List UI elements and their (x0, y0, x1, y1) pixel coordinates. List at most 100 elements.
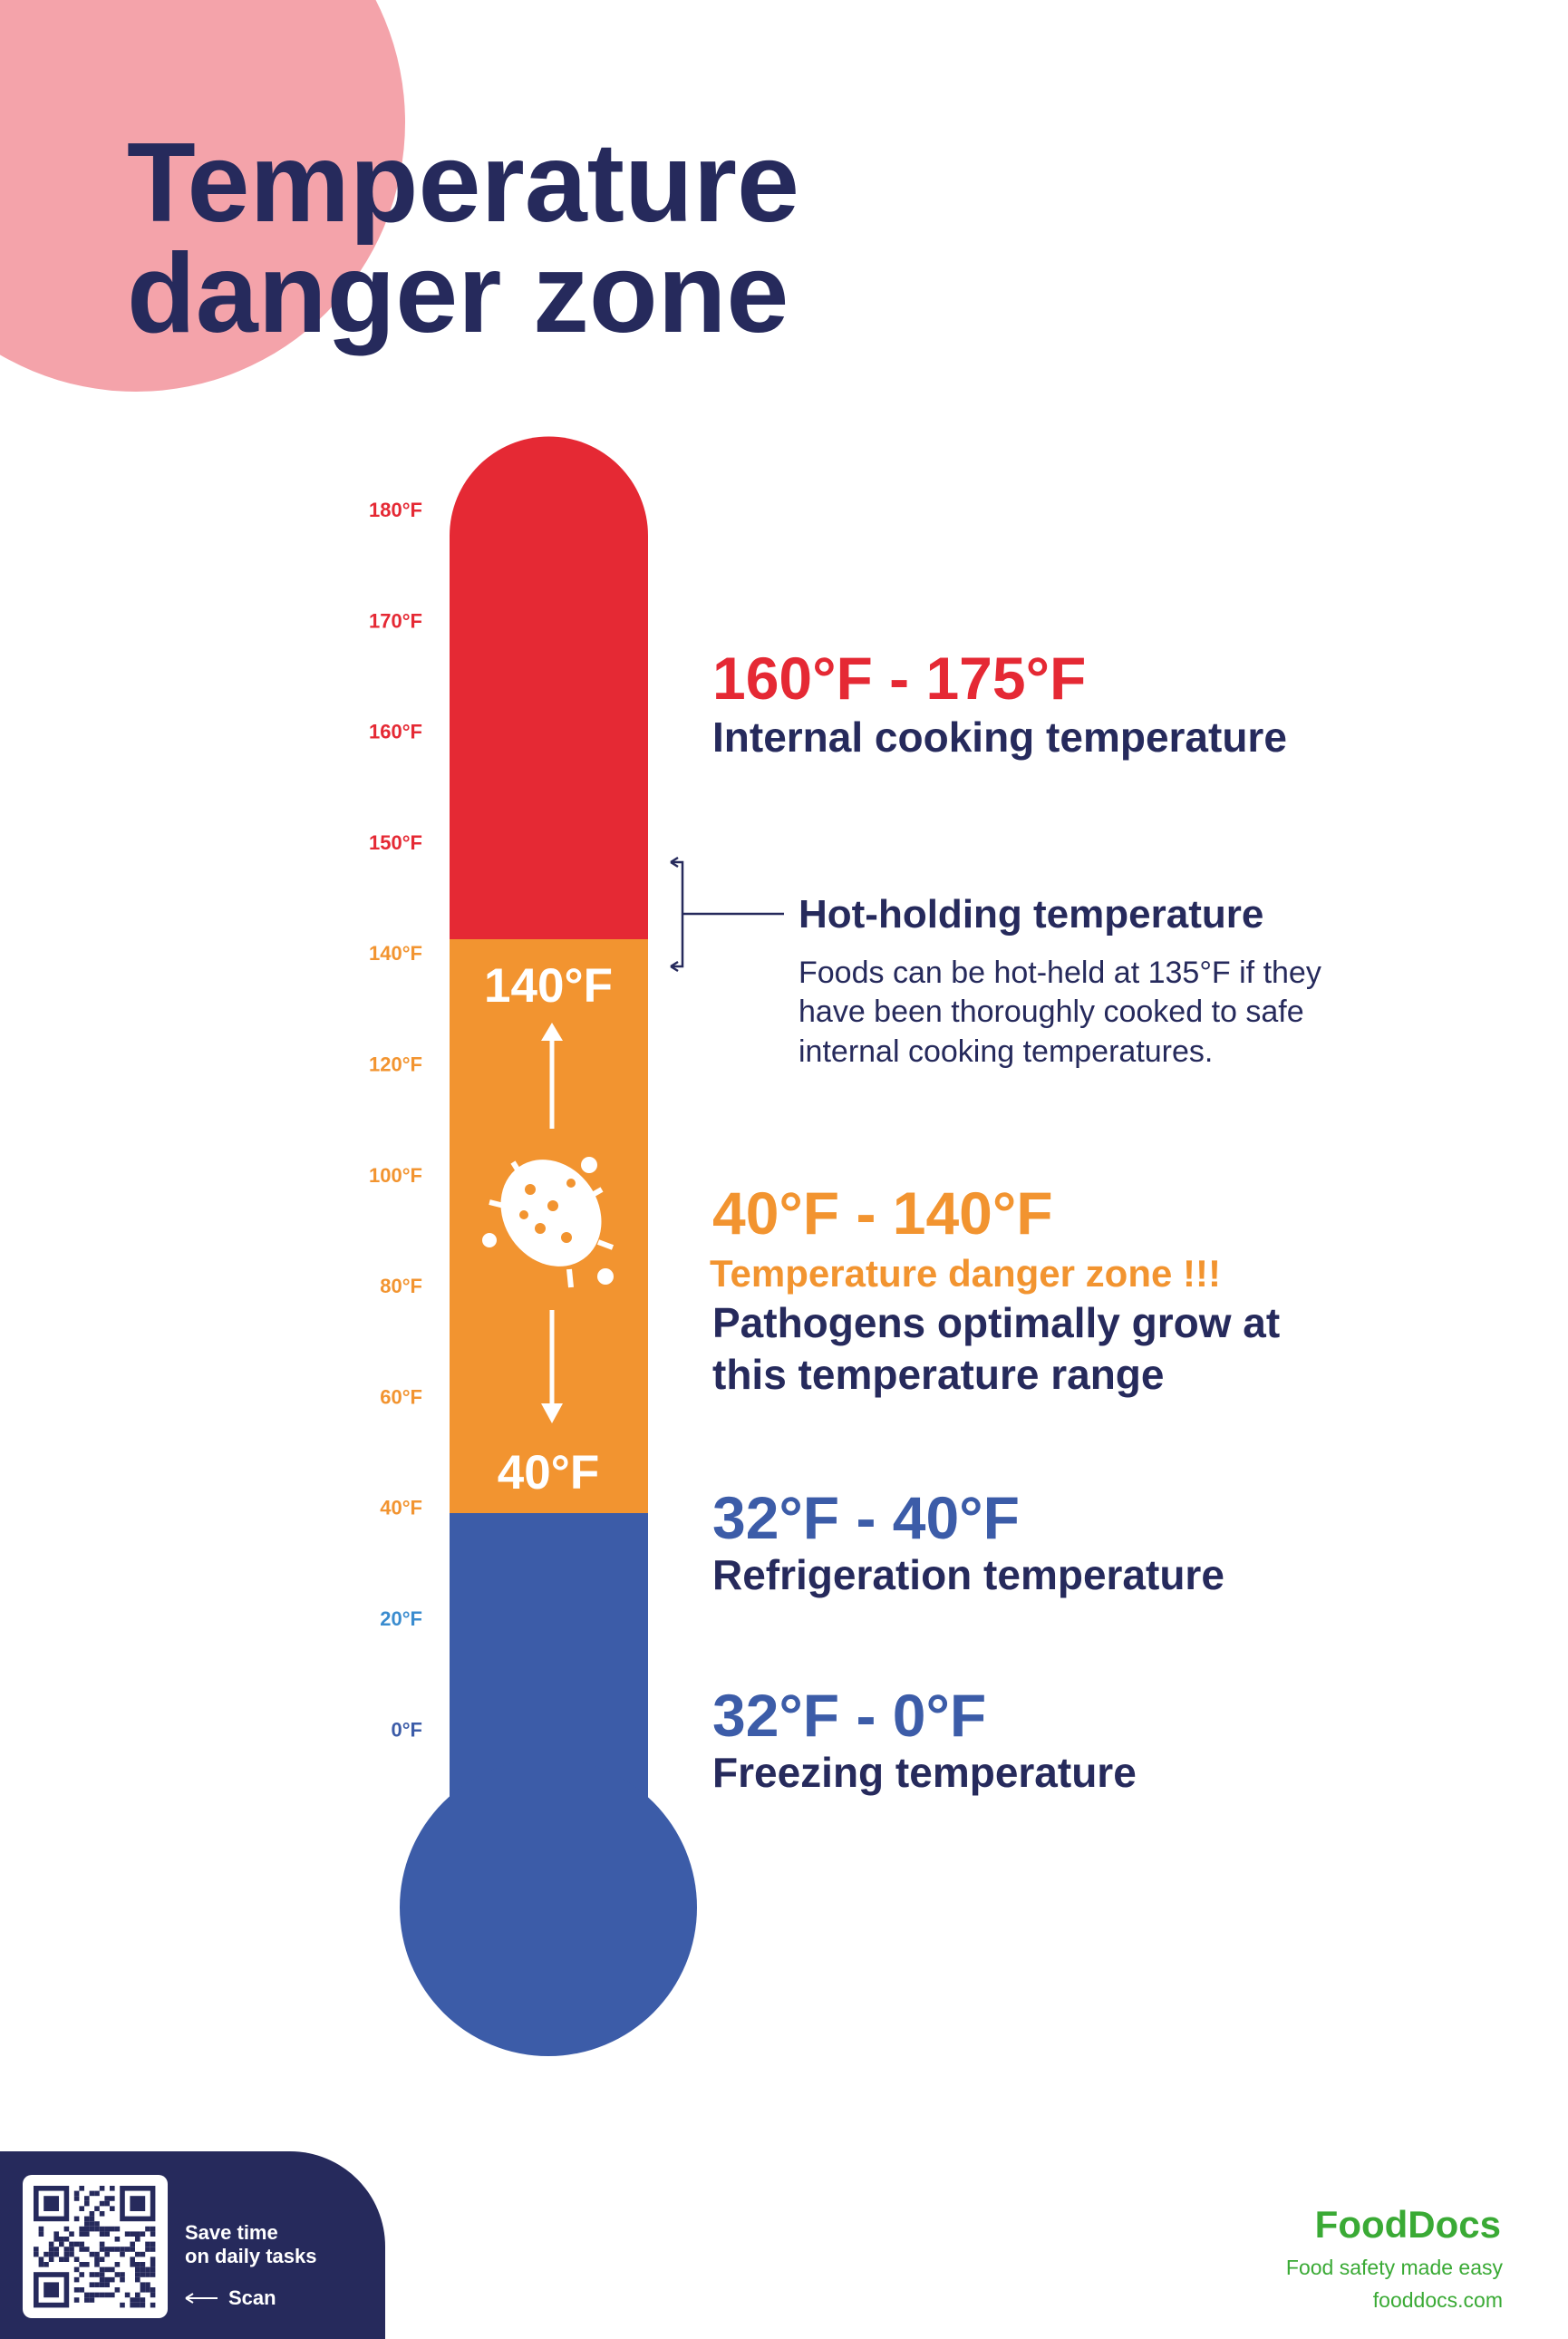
qr-cell (34, 2247, 39, 2252)
qr-cell (145, 2282, 150, 2287)
qr-cell (150, 2257, 156, 2262)
bug-spots (519, 1179, 576, 1243)
scale: 180°F 170°F 160°F 150°F 140°F 120°F 100°F 80°F 6… (369, 499, 422, 1741)
qr-cell (73, 2287, 80, 2293)
qr-cell (89, 2221, 95, 2227)
qr-cell (104, 2247, 110, 2252)
scale-label: 140°F (369, 942, 422, 965)
qr-cell (84, 2247, 90, 2252)
qr-cell (99, 2272, 105, 2277)
qr-code (34, 2186, 156, 2308)
qr-cell (84, 2262, 90, 2267)
qr-cell (130, 2231, 135, 2237)
qr-cell (135, 2276, 140, 2283)
qr-cell (104, 2200, 110, 2207)
qr-cell (84, 2297, 90, 2303)
qr-cell (140, 2272, 146, 2277)
qr-cell (79, 2206, 84, 2211)
qr-cell (114, 2247, 121, 2252)
qr-cell (145, 2247, 150, 2252)
qr-cell (110, 2266, 115, 2273)
qr-cell (150, 2247, 156, 2252)
qr-cell (140, 2287, 146, 2293)
qr-cell (48, 2257, 54, 2262)
qr-cell (145, 2266, 150, 2273)
qr-cell (114, 2272, 121, 2277)
qr-cell (63, 2226, 70, 2232)
qr-cell (59, 2241, 64, 2247)
qr-cell (150, 2287, 156, 2293)
qr-cell (79, 2247, 84, 2252)
scale-label: 100°F (369, 1164, 422, 1187)
tagline: Food safety made easy (1286, 2256, 1504, 2279)
scale-label: 80°F (380, 1275, 422, 1297)
scale-label: 180°F (369, 499, 422, 521)
scale-label: 150°F (369, 831, 422, 854)
hot-holding-note: internal cooking temperatures. (799, 1034, 1213, 1069)
qr-cell (135, 2251, 140, 2257)
qr-cell (110, 2196, 115, 2201)
hot-holding-note: have been thoroughly cooked to safe (799, 995, 1304, 1029)
arrow-head (541, 1403, 563, 1423)
qr-cell (150, 2292, 156, 2298)
qr-cell (89, 2211, 95, 2217)
qr-cell (48, 2247, 54, 2252)
qr-cell (73, 2216, 80, 2222)
qr-cell (99, 2231, 105, 2237)
qr-cell (79, 2186, 84, 2191)
range-heading: 32°F - 0°F (712, 1682, 986, 1749)
qr-cell (94, 2262, 100, 2267)
qr-cell (150, 2272, 156, 2277)
qr-finder (130, 2196, 146, 2211)
qr-cell (140, 2251, 146, 2257)
qr-cell (135, 2266, 140, 2273)
qr-cell (89, 2292, 95, 2298)
qr-cell (150, 2231, 156, 2237)
qr-cell (145, 2272, 150, 2277)
qr-cell (114, 2287, 121, 2293)
qr-cell (104, 2196, 110, 2201)
qr-cell (99, 2200, 105, 2207)
qr-cell (79, 2226, 84, 2232)
qr-cell (94, 2292, 100, 2298)
qr-cell (130, 2247, 135, 2252)
qr-cell (135, 2231, 140, 2237)
qr-cell (84, 2226, 90, 2232)
qr-cell (99, 2292, 105, 2298)
qr-cell (140, 2262, 146, 2267)
qr-cell (104, 2276, 110, 2283)
qr-cell (140, 2302, 146, 2308)
qr-cell (89, 2190, 95, 2197)
qr-cell (94, 2251, 100, 2257)
qr-cell (73, 2190, 80, 2197)
qr-cell (140, 2282, 146, 2287)
qr-cell (89, 2282, 95, 2287)
range-name: Freezing temperature (712, 1749, 1137, 1796)
qr-cell (94, 2226, 100, 2232)
qr-cell (84, 2231, 90, 2237)
lower-label: 40°F (498, 1446, 600, 1499)
qr-cell (110, 2206, 115, 2211)
qr-cell (63, 2257, 70, 2262)
qr-cell (150, 2302, 156, 2308)
decor-circle (0, 0, 405, 392)
qr-cell (89, 2251, 95, 2257)
qr-cell (110, 2226, 115, 2232)
qr-cell (135, 2237, 140, 2242)
qr-cell (110, 2247, 115, 2252)
qr-cell (99, 2266, 105, 2273)
qr-cell (73, 2266, 80, 2273)
qr-cell (34, 2251, 39, 2257)
upper-label: 140°F (484, 959, 613, 1013)
qr-cell (120, 2302, 125, 2308)
qr-cell (114, 2237, 121, 2242)
qr-cell (38, 2262, 44, 2267)
qr-cell (53, 2247, 59, 2252)
danger-alert: Temperature danger zone !!! (710, 1252, 1221, 1295)
qr-cell (135, 2302, 140, 2308)
qr-cell (104, 2231, 110, 2237)
scan-arrow (185, 2293, 218, 2304)
qr-cell (135, 2262, 140, 2267)
qr-cell (69, 2241, 74, 2247)
qr-cell (73, 2241, 80, 2247)
